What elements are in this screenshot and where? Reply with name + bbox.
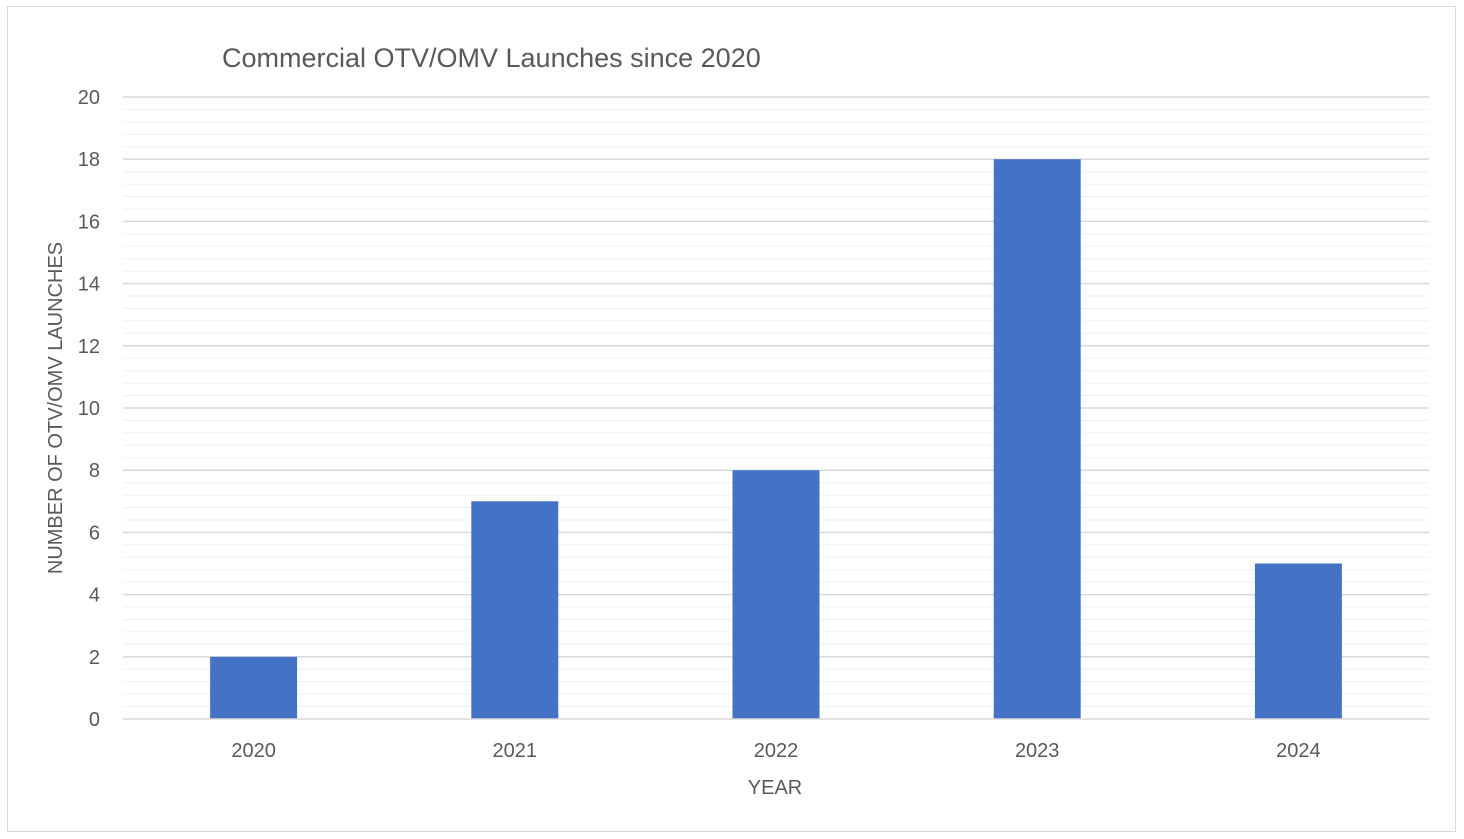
bars — [210, 159, 1342, 719]
x-tick-label: 2024 — [1276, 740, 1321, 762]
bar-2020 — [210, 656, 298, 719]
y-tick-label: 14 — [78, 274, 100, 296]
y-tick-label: 12 — [78, 336, 100, 358]
y-tick-label: 10 — [78, 398, 100, 420]
y-tick-label: 16 — [78, 211, 100, 233]
y-tick-label: 4 — [89, 585, 100, 607]
x-axis-label: YEAR — [748, 777, 802, 799]
y-tick-label: 20 — [78, 87, 100, 109]
bar-2023 — [993, 159, 1081, 719]
y-axis-tick-labels: 0 2 4 6 8 10 12 14 16 18 20 — [78, 87, 100, 731]
chart-title: Commercial OTV/OMV Launches since 2020 — [222, 43, 761, 73]
x-axis-tick-labels: 2020 2021 2022 2023 2024 — [231, 740, 1320, 762]
y-tick-label: 18 — [78, 149, 100, 171]
x-tick-label: 2020 — [231, 740, 276, 762]
y-tick-label: 0 — [89, 709, 100, 731]
y-tick-label: 8 — [89, 460, 100, 482]
y-tick-label: 2 — [89, 647, 100, 669]
y-tick-label: 6 — [89, 522, 100, 544]
x-tick-label: 2022 — [754, 740, 799, 762]
x-tick-label: 2021 — [493, 740, 538, 762]
y-axis-label: NUMBER OF OTV/OMV LAUNCHES — [45, 242, 67, 574]
bar-2024 — [1254, 563, 1342, 719]
x-tick-label: 2023 — [1015, 740, 1060, 762]
bar-2021 — [471, 501, 559, 719]
bar-2022 — [732, 470, 820, 719]
